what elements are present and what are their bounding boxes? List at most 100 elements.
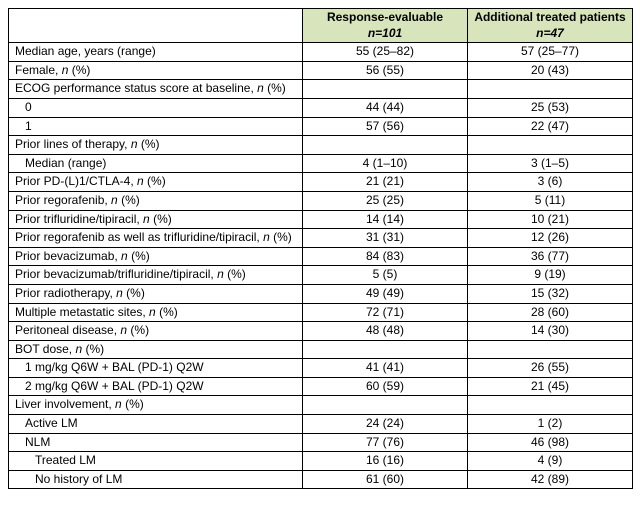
row-value-col2: 46 (98) [468, 433, 633, 452]
table-row: Median age, years (range)55 (25–82)57 (2… [9, 43, 633, 62]
row-value-col1: 5 (5) [303, 266, 468, 285]
row-label: 2 mg/kg Q6W + BAL (PD-1) Q2W [9, 377, 303, 396]
row-value-col2: 4 (9) [468, 452, 633, 471]
table-row: No history of LM61 (60)42 (89) [9, 470, 633, 489]
table-row: 157 (56)22 (47) [9, 117, 633, 136]
table-row: Prior lines of therapy, n (%) [9, 136, 633, 155]
header-col1-line2: n=101 [368, 26, 402, 40]
row-value-col1 [303, 396, 468, 415]
row-value-col1: 61 (60) [303, 470, 468, 489]
row-value-col2: 36 (77) [468, 247, 633, 266]
row-value-col2: 1 (2) [468, 415, 633, 434]
row-label: Liver involvement, n (%) [9, 396, 303, 415]
row-label: Median age, years (range) [9, 43, 303, 62]
table-row: Treated LM16 (16)4 (9) [9, 452, 633, 471]
header-col2-line1: Additional treated patients [474, 10, 625, 24]
row-value-col1: 21 (21) [303, 173, 468, 192]
table-row: Active LM24 (24)1 (2) [9, 415, 633, 434]
row-label: Prior lines of therapy, n (%) [9, 136, 303, 155]
row-value-col2 [468, 340, 633, 359]
row-label: BOT dose, n (%) [9, 340, 303, 359]
row-label: Prior bevacizumab/trifluridine/tipiracil… [9, 266, 303, 285]
row-label: Active LM [9, 415, 303, 434]
table-row: 2 mg/kg Q6W + BAL (PD-1) Q2W60 (59)21 (4… [9, 377, 633, 396]
row-label: No history of LM [9, 470, 303, 489]
row-label: Peritoneal disease, n (%) [9, 322, 303, 341]
row-value-col2 [468, 136, 633, 155]
row-value-col1: 44 (44) [303, 98, 468, 117]
table-row: 044 (44)25 (53) [9, 98, 633, 117]
row-label: Prior trifluridine/tipiracil, n (%) [9, 210, 303, 229]
baseline-characteristics-table: Response-evaluable n=101 Additional trea… [8, 8, 633, 489]
table-row: Prior PD-(L)1/CTLA-4, n (%)21 (21)3 (6) [9, 173, 633, 192]
row-value-col1: 60 (59) [303, 377, 468, 396]
row-value-col2: 9 (19) [468, 266, 633, 285]
row-value-col2: 14 (30) [468, 322, 633, 341]
row-value-col2: 21 (45) [468, 377, 633, 396]
row-value-col2 [468, 80, 633, 99]
row-value-col1 [303, 80, 468, 99]
table-row: Prior regorafenib, n (%)25 (25)5 (11) [9, 191, 633, 210]
header-blank [9, 9, 303, 43]
row-value-col2: 25 (53) [468, 98, 633, 117]
row-label: ECOG performance status score at baselin… [9, 80, 303, 99]
row-label: Prior regorafenib, n (%) [9, 191, 303, 210]
row-label: 1 mg/kg Q6W + BAL (PD-1) Q2W [9, 359, 303, 378]
row-value-col1 [303, 136, 468, 155]
row-value-col1 [303, 340, 468, 359]
row-label: 0 [9, 98, 303, 117]
row-value-col1: 55 (25–82) [303, 43, 468, 62]
row-value-col2: 26 (55) [468, 359, 633, 378]
row-value-col2 [468, 396, 633, 415]
row-value-col2: 42 (89) [468, 470, 633, 489]
row-value-col2: 3 (6) [468, 173, 633, 192]
table-row: Prior regorafenib as well as trifluridin… [9, 229, 633, 248]
header-col1-line1: Response-evaluable [327, 10, 443, 24]
row-value-col1: 56 (55) [303, 61, 468, 80]
row-value-col1: 16 (16) [303, 452, 468, 471]
table-row: Prior radiotherapy, n (%)49 (49)15 (32) [9, 284, 633, 303]
row-value-col2: 3 (1–5) [468, 154, 633, 173]
row-value-col1: 48 (48) [303, 322, 468, 341]
row-value-col1: 84 (83) [303, 247, 468, 266]
row-value-col1: 77 (76) [303, 433, 468, 452]
row-value-col1: 31 (31) [303, 229, 468, 248]
row-label: NLM [9, 433, 303, 452]
table-row: ECOG performance status score at baselin… [9, 80, 633, 99]
row-value-col1: 57 (56) [303, 117, 468, 136]
table-row: NLM77 (76)46 (98) [9, 433, 633, 452]
table-row: Multiple metastatic sites, n (%)72 (71)2… [9, 303, 633, 322]
table-body: Median age, years (range)55 (25–82)57 (2… [9, 43, 633, 489]
row-value-col2: 5 (11) [468, 191, 633, 210]
row-label: Female, n (%) [9, 61, 303, 80]
table-row: Female, n (%)56 (55)20 (43) [9, 61, 633, 80]
table-row: Prior trifluridine/tipiracil, n (%)14 (1… [9, 210, 633, 229]
row-value-col1: 4 (1–10) [303, 154, 468, 173]
row-value-col1: 24 (24) [303, 415, 468, 434]
table-row: Liver involvement, n (%) [9, 396, 633, 415]
row-label: Prior radiotherapy, n (%) [9, 284, 303, 303]
table-row: Prior bevacizumab/trifluridine/tipiracil… [9, 266, 633, 285]
header-col2: Additional treated patients n=47 [468, 9, 633, 43]
row-value-col1: 41 (41) [303, 359, 468, 378]
row-label: Prior PD-(L)1/CTLA-4, n (%) [9, 173, 303, 192]
row-label: Prior regorafenib as well as trifluridin… [9, 229, 303, 248]
table-row: Peritoneal disease, n (%)48 (48)14 (30) [9, 322, 633, 341]
table-row: BOT dose, n (%) [9, 340, 633, 359]
row-value-col1: 72 (71) [303, 303, 468, 322]
header-col2-line2: n=47 [536, 26, 564, 40]
row-label: 1 [9, 117, 303, 136]
row-value-col2: 20 (43) [468, 61, 633, 80]
row-value-col1: 14 (14) [303, 210, 468, 229]
row-label: Treated LM [9, 452, 303, 471]
row-value-col2: 12 (26) [468, 229, 633, 248]
row-value-col1: 25 (25) [303, 191, 468, 210]
row-label: Prior bevacizumab, n (%) [9, 247, 303, 266]
row-label: Median (range) [9, 154, 303, 173]
row-label: Multiple metastatic sites, n (%) [9, 303, 303, 322]
row-value-col2: 10 (21) [468, 210, 633, 229]
row-value-col2: 22 (47) [468, 117, 633, 136]
row-value-col2: 28 (60) [468, 303, 633, 322]
row-value-col1: 49 (49) [303, 284, 468, 303]
row-value-col2: 15 (32) [468, 284, 633, 303]
